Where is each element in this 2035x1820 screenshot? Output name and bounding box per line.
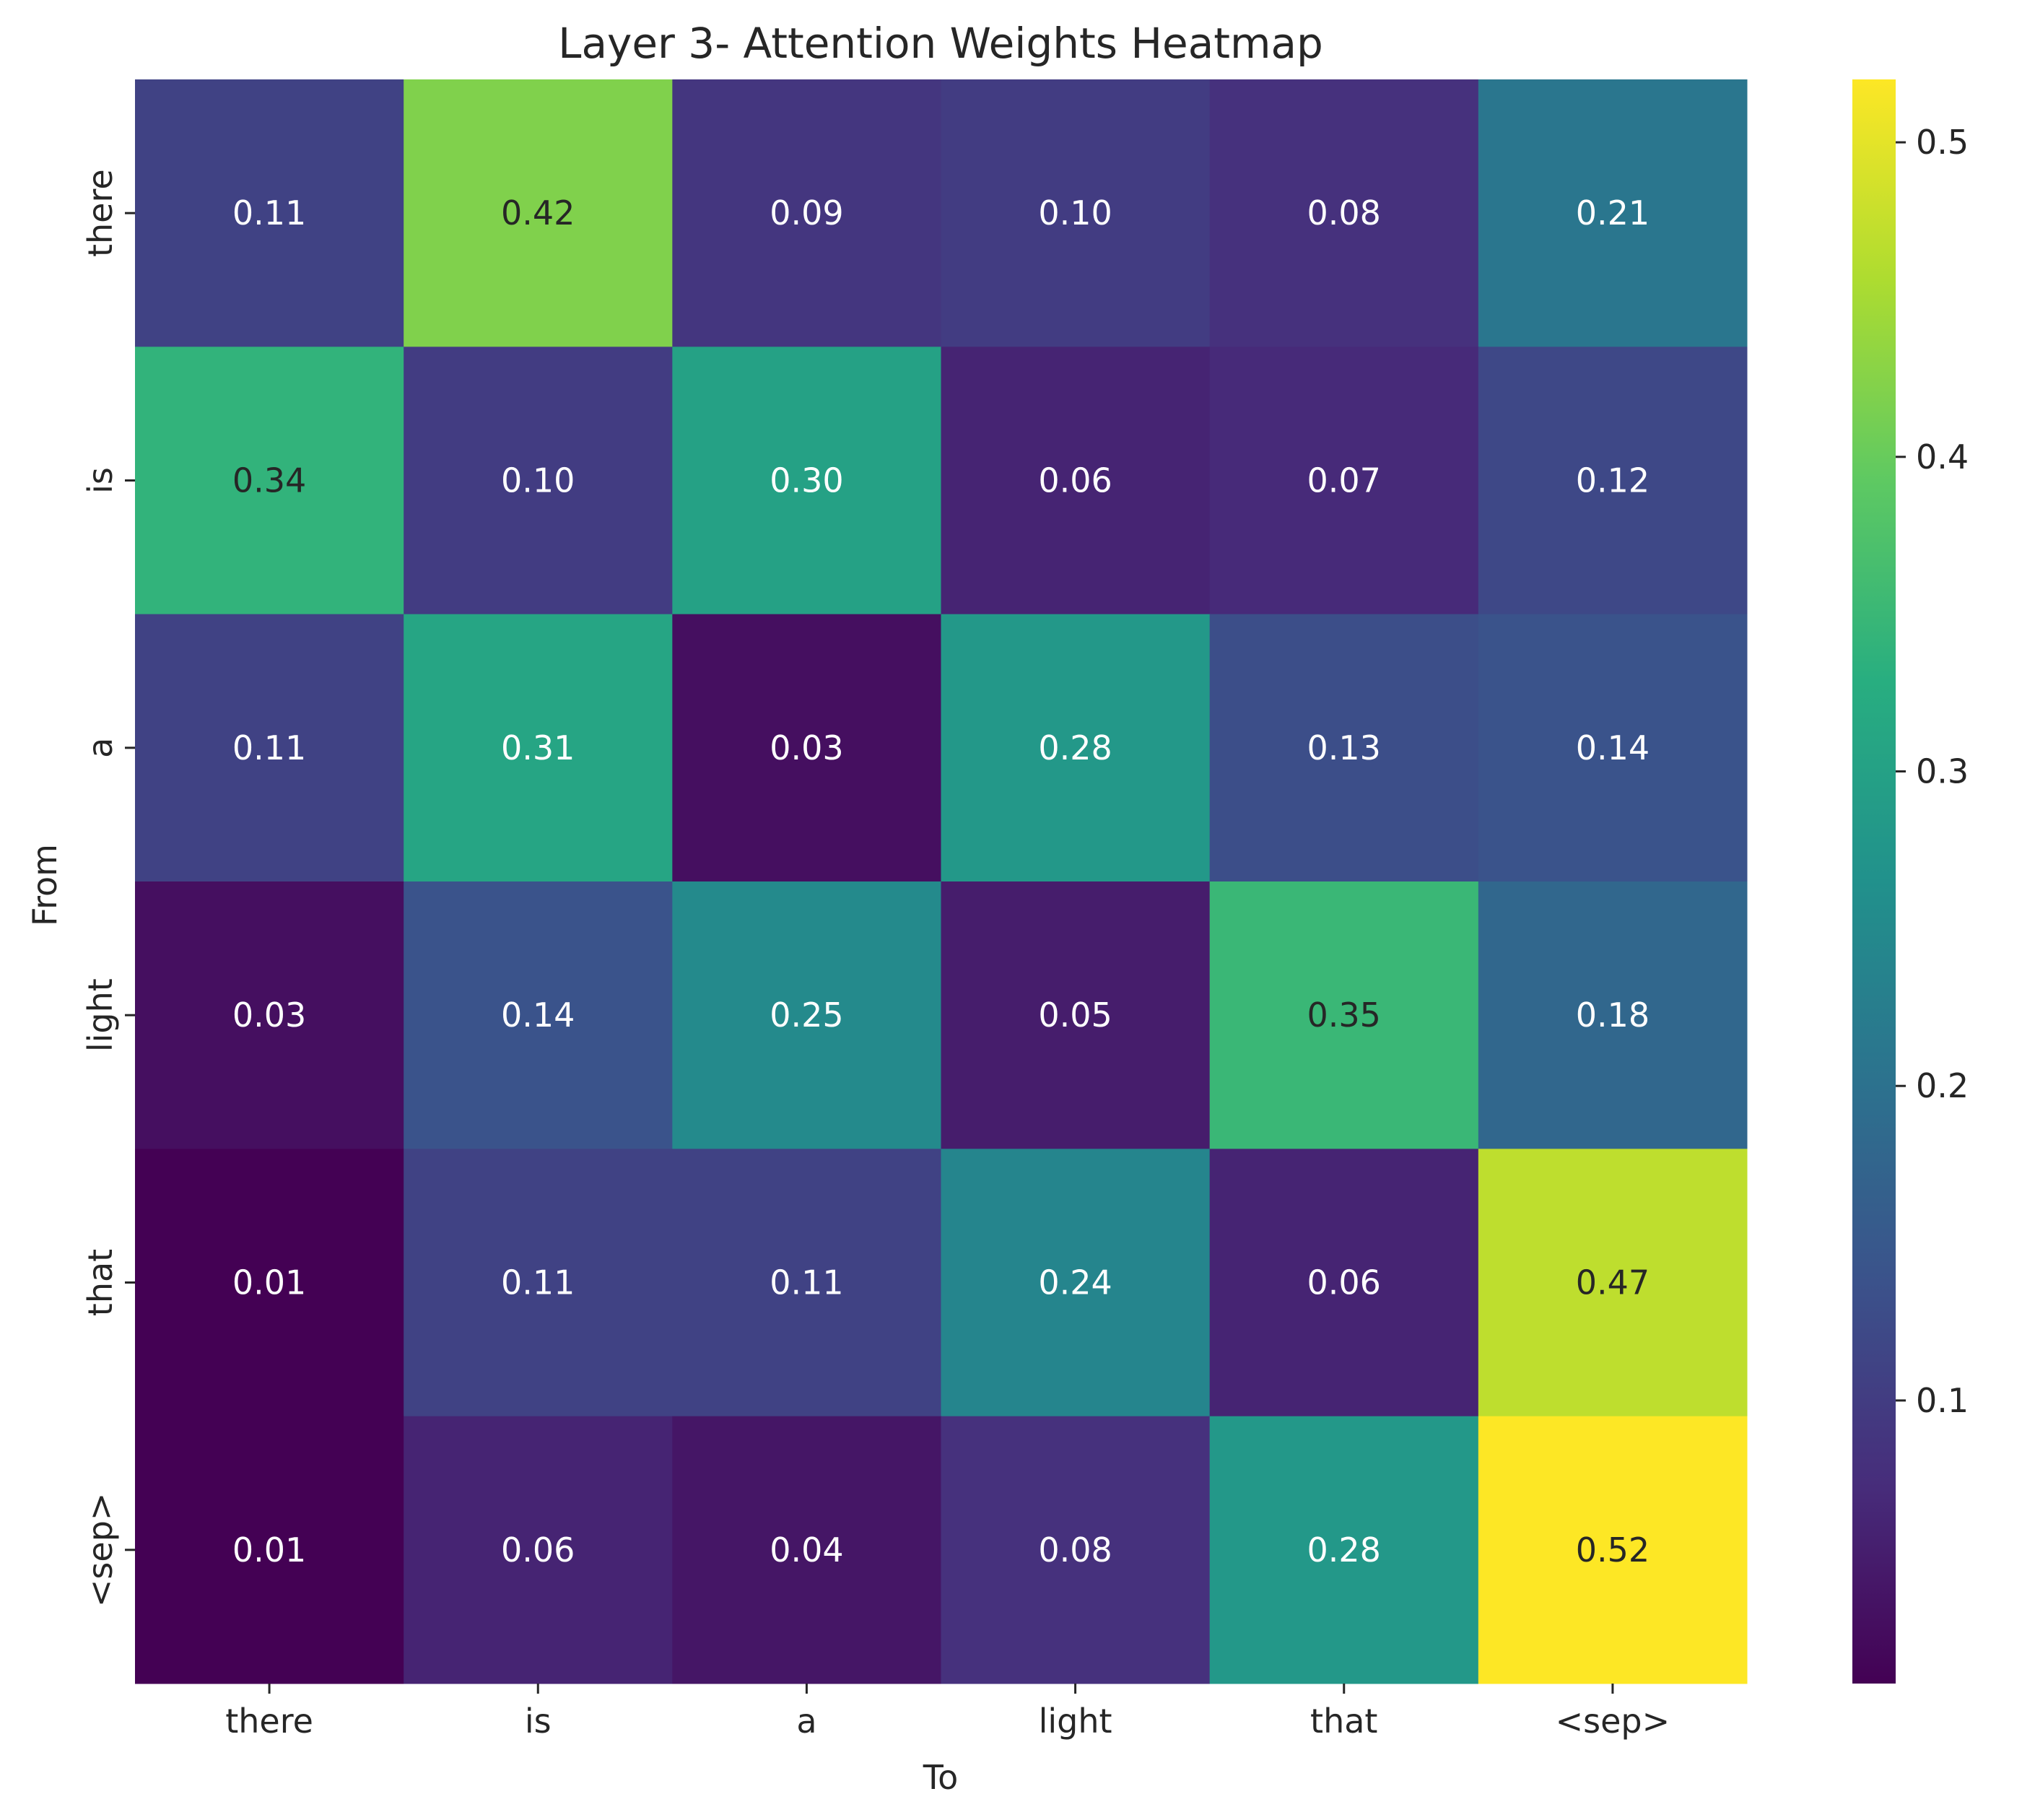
colorbar-tick-label: 0.1 [1916, 1381, 1969, 1420]
heatmap-cell [1209, 79, 1479, 347]
heatmap-cell [672, 347, 941, 615]
heatmap-cell [672, 1149, 941, 1417]
heatmap-cell [672, 614, 941, 882]
heatmap-cell [135, 614, 404, 882]
heatmap-cell-value: 0.01 [232, 1531, 306, 1569]
heatmap-cell [941, 881, 1211, 1149]
heatmap-cell [404, 1149, 673, 1417]
heatmap-cell-value: 0.06 [1307, 1263, 1381, 1302]
heatmap-cell-value: 0.01 [232, 1263, 306, 1302]
heatmap-cell [1478, 614, 1748, 882]
heatmap-cell-value: 0.31 [501, 728, 575, 767]
heatmap-cell [1478, 1416, 1748, 1684]
y-tick-label: a [81, 738, 120, 758]
heatmap-cell [1209, 1416, 1479, 1684]
heatmap-cell-value: 0.03 [770, 728, 843, 767]
heatmap-cell-value: 0.14 [501, 996, 575, 1035]
heatmap-cell-value: 0.08 [1307, 193, 1381, 232]
x-tick-label: a [796, 1702, 816, 1741]
chart-title: Layer 3- Attention Weights Heatmap [558, 19, 1323, 68]
y-tick-label: <sep> [81, 1493, 120, 1608]
x-tick-label: there [225, 1702, 313, 1741]
x-tick-label: is [525, 1702, 552, 1741]
y-tick-label: that [81, 1249, 120, 1316]
heatmap-cell [1478, 79, 1748, 347]
heatmap-cell [135, 347, 404, 615]
heatmap-cell [672, 881, 941, 1149]
heatmap-cell [941, 79, 1211, 347]
colorbar-gradient [1852, 79, 1896, 1684]
heatmap-cell-value: 0.12 [1576, 461, 1650, 500]
heatmap-cell-value: 0.47 [1576, 1263, 1650, 1302]
colorbar: 0.1 0.2 0.3 0.4 0.5 [1852, 79, 1969, 1684]
heatmap-cell [672, 79, 941, 347]
heatmap-cell-value: 0.06 [501, 1531, 575, 1569]
heatmap-cell [404, 1416, 673, 1684]
heatmap-cell-value: 0.11 [232, 728, 306, 767]
heatmap-cell-value: 0.28 [1038, 728, 1112, 767]
heatmap-cells: 0.11 0.42 0.09 0.10 0.08 0.21 0.34 0.10 0.30 0.06… [135, 79, 1748, 1684]
heatmap-cell [135, 1149, 404, 1417]
heatmap-cell [672, 1416, 941, 1684]
heatmap-cell-value: 0.03 [232, 996, 306, 1035]
y-tick-label: is [81, 467, 120, 494]
y-axis-label: From [25, 844, 64, 926]
heatmap-cell [135, 1416, 404, 1684]
colorbar-tick-label: 0.2 [1916, 1066, 1969, 1105]
heatmap-cell-value: 0.11 [232, 193, 306, 232]
heatmap-cell-value: 0.11 [501, 1263, 575, 1302]
heatmap-cell-value: 0.42 [501, 193, 575, 232]
colorbar-tick-label: 0.5 [1916, 123, 1969, 162]
heatmap-cell-value: 0.24 [1038, 1263, 1112, 1302]
heatmap-cell [1478, 347, 1748, 615]
heatmap-cell [404, 347, 673, 615]
heatmap-cell [941, 614, 1211, 882]
heatmap-cell [1209, 881, 1479, 1149]
heatmap-cell [1209, 1149, 1479, 1417]
heatmap-cell-value: 0.09 [770, 193, 843, 232]
heatmap-cell-value: 0.08 [1038, 1531, 1112, 1569]
x-tick-label: light [1039, 1702, 1112, 1741]
heatmap-cell [135, 881, 404, 1149]
heatmap-cell-value: 0.07 [1307, 461, 1381, 500]
x-tick-label: <sep> [1556, 1702, 1670, 1741]
colorbar-tick-label: 0.3 [1916, 752, 1969, 791]
heatmap-cell-value: 0.34 [232, 461, 306, 500]
heatmap-cell [135, 79, 404, 347]
heatmap-cell-value: 0.52 [1576, 1531, 1650, 1569]
x-axis-label: To [923, 1758, 958, 1797]
heatmap-cell-value: 0.28 [1307, 1531, 1381, 1569]
y-axis-ticks: there is a light that <sep> [81, 169, 135, 1607]
heatmap-cell-value: 0.18 [1576, 996, 1650, 1035]
heatmap-cell-value: 0.13 [1307, 728, 1381, 767]
heatmap-cell-value: 0.35 [1307, 996, 1381, 1035]
heatmap-cell-value: 0.11 [770, 1263, 843, 1302]
heatmap-cell [404, 614, 673, 882]
heatmap-cell [1478, 881, 1748, 1149]
heatmap-cell-value: 0.25 [770, 996, 843, 1035]
heatmap-cell-value: 0.06 [1038, 461, 1112, 500]
heatmap-cell [941, 1416, 1211, 1684]
x-axis-ticks: there is a light that <sep> [225, 1684, 1670, 1741]
colorbar-tick-label: 0.4 [1916, 437, 1969, 476]
heatmap-cell-value: 0.05 [1038, 996, 1112, 1035]
heatmap-cell [1478, 1149, 1748, 1417]
heatmap-cell-value: 0.10 [501, 461, 575, 500]
heatmap-cell [404, 881, 673, 1149]
heatmap-cell-value: 0.04 [770, 1531, 843, 1569]
heatmap-cell-value: 0.30 [770, 461, 843, 500]
heatmap-cell [1209, 347, 1479, 615]
y-tick-label: there [81, 169, 120, 257]
heatmap-cell [404, 79, 673, 347]
heatmap-cell-value: 0.14 [1576, 728, 1650, 767]
heatmap-cell [941, 347, 1211, 615]
heatmap-cell [941, 1149, 1211, 1417]
heatmap-cell [1209, 614, 1479, 882]
y-tick-label: light [81, 978, 120, 1052]
x-tick-label: that [1310, 1702, 1377, 1741]
heatmap-cell-value: 0.21 [1576, 193, 1650, 232]
heatmap-cell-value: 0.10 [1038, 193, 1112, 232]
